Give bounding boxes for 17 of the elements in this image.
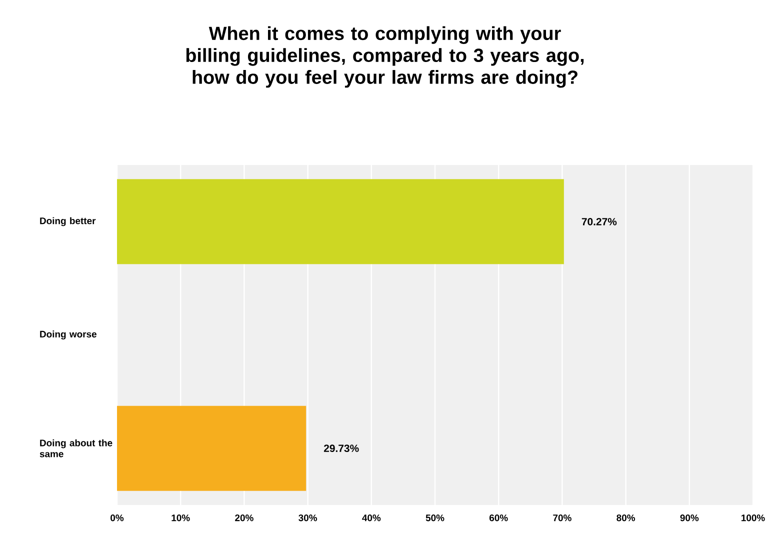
y-tick-label: Doing better <box>40 217 96 226</box>
x-tick-label: 80% <box>616 514 636 522</box>
x-tick-label: 90% <box>680 514 699 522</box>
x-tick-label: 100% <box>742 514 765 522</box>
data-label: 29.73% <box>324 444 359 452</box>
x-tick-label: 20% <box>235 514 254 522</box>
y-tick-label: Doing about the same <box>40 439 112 458</box>
chart-title: When it comes to complying with your billing guidelines, compared to 3 years ago, how do you feel your law firms are doing? <box>186 26 584 88</box>
y-tick-label: Doing worse <box>40 330 96 340</box>
x-tick-label: 60% <box>489 514 508 522</box>
x-tick-label: 50% <box>426 514 444 522</box>
x-tick-label: 10% <box>172 514 190 522</box>
x-tick-label: 40% <box>362 514 381 522</box>
data-label: 70.27% <box>582 218 617 226</box>
x-tick-label: 0% <box>110 514 124 522</box>
x-tick-label: 30% <box>298 514 318 522</box>
x-tick-label: 70% <box>553 514 572 522</box>
